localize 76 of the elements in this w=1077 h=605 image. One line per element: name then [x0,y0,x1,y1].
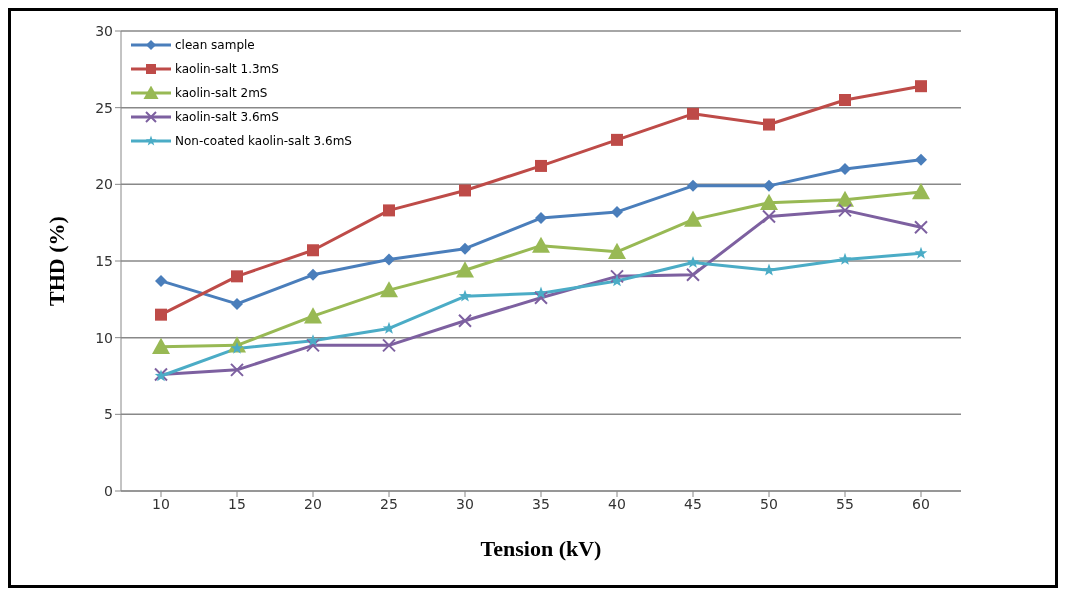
point [155,308,167,321]
y-tick-label: 0 [104,482,113,499]
point [760,193,778,210]
point [535,212,547,225]
point [382,321,396,334]
point [762,209,776,224]
y-tick-label: 25 [95,99,113,116]
point [459,242,471,255]
point [915,153,927,166]
point [306,338,320,353]
legend-label: Non-coated kaolin-salt 3.6mS [175,134,352,148]
x-tick-label: 50 [760,495,778,512]
point [611,133,623,146]
point [532,236,550,253]
point [610,269,624,284]
point [839,163,851,175]
point [915,80,927,93]
point [459,184,471,197]
y-axis-title: THD (%) [43,216,69,306]
point [762,263,776,276]
point [838,252,852,265]
point [608,242,626,259]
point [839,94,851,106]
point [611,205,623,218]
point [914,246,928,259]
y-tick-label: 10 [95,329,113,346]
point [380,281,398,298]
legend-label: kaolin-salt 2mS [175,86,268,100]
x-axis-title: Tension (kV) [480,536,602,561]
point [306,334,320,347]
x-tick-label: 15 [228,495,246,512]
x-tick-label: 55 [836,495,854,512]
x-tick-label: 35 [532,495,550,512]
x-tick-label: 60 [912,495,930,512]
point [687,107,699,120]
point [458,313,472,328]
x-tick-label: 30 [456,495,474,512]
x-tick-label: 10 [152,495,170,512]
point [230,362,244,377]
legend-label: kaolin-salt 3.6mS [175,110,279,124]
x-tick-label: 40 [608,495,626,512]
point [307,268,319,281]
point [456,261,474,278]
point [763,118,775,131]
point [307,244,319,257]
point [838,203,852,218]
point [763,179,775,192]
point [231,270,243,283]
x-tick-label: 25 [380,495,398,512]
point [458,289,472,302]
point [382,338,396,353]
point [610,274,624,287]
point [155,274,167,287]
legend-label: kaolin-salt 1.3mS [175,62,279,76]
point [383,253,395,266]
point [686,255,700,268]
point [152,337,170,355]
y-tick-label: 15 [95,252,113,269]
point [912,183,930,200]
point [534,290,548,305]
point [534,286,548,299]
y-tick-label: 30 [95,22,113,39]
point [304,307,322,324]
x-tick-label: 20 [304,495,322,512]
x-tick-label: 45 [684,495,702,512]
point [230,341,244,354]
y-tick-label: 5 [104,406,113,423]
point [687,179,699,192]
point [914,220,928,235]
y-tick-label: 20 [95,176,113,193]
legend-label: clean sample [175,38,255,52]
point [231,297,243,310]
point [383,204,395,217]
point [686,267,700,282]
point [535,159,547,172]
point [684,210,702,227]
